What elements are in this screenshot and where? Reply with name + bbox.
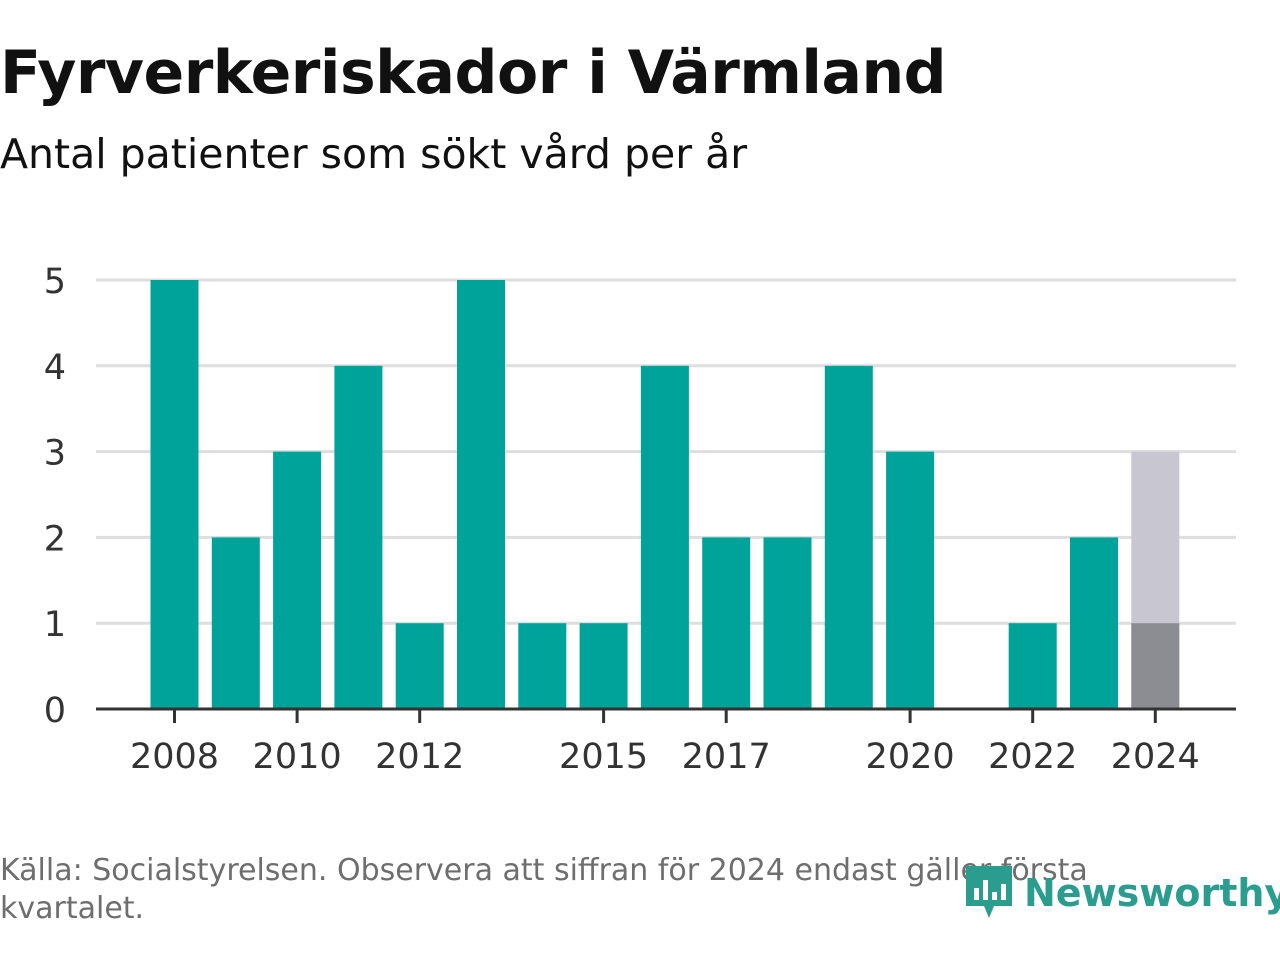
y-tick-label: 2 <box>44 519 66 559</box>
x-tick-label: 2022 <box>988 737 1077 777</box>
bar <box>457 280 505 709</box>
y-tick-label: 1 <box>44 605 66 645</box>
y-tick-label: 4 <box>44 348 66 388</box>
source-note: Källa: Socialstyrelsen. Observera att si… <box>0 853 1088 926</box>
bar <box>886 451 935 709</box>
bar <box>518 623 567 709</box>
bar <box>579 623 628 709</box>
x-tick-label: 2008 <box>130 737 219 777</box>
brand-name: Newsworthy <box>1024 871 1280 915</box>
bar <box>395 623 444 709</box>
bar <box>334 365 383 709</box>
x-tick-label: 2010 <box>253 737 342 777</box>
brand-logo[interactable]: Newsworthy <box>962 862 1280 924</box>
bar <box>640 365 689 709</box>
bar <box>150 280 199 709</box>
x-tick-label: 2020 <box>866 737 955 777</box>
x-tick-label: 2024 <box>1111 737 1200 777</box>
bar <box>273 451 322 709</box>
newsworthy-logo-icon <box>966 866 1012 918</box>
bars <box>150 280 1180 709</box>
x-axis-ticks: 2008 2010 2012 2015 2017 2020 2022 2024 <box>130 709 1200 777</box>
bar <box>824 365 873 709</box>
bar <box>1008 623 1057 709</box>
bar <box>702 537 751 709</box>
chart-title: Fyrverkeriskador i Värmland <box>0 38 947 108</box>
y-tick-label: 5 <box>44 262 66 302</box>
bar <box>1070 537 1118 709</box>
x-tick-label: 2015 <box>559 737 648 777</box>
bar <box>1131 623 1180 709</box>
bar <box>763 537 812 709</box>
y-tick-label: 0 <box>44 691 66 731</box>
bar <box>211 537 260 709</box>
x-tick-label: 2012 <box>375 737 464 777</box>
x-tick-label: 2017 <box>682 737 771 777</box>
chart-subtitle: Antal patienter som sökt vård per år <box>0 130 748 178</box>
y-axis-ticks: 0 1 2 3 4 5 <box>44 262 66 731</box>
y-tick-label: 3 <box>44 434 66 474</box>
